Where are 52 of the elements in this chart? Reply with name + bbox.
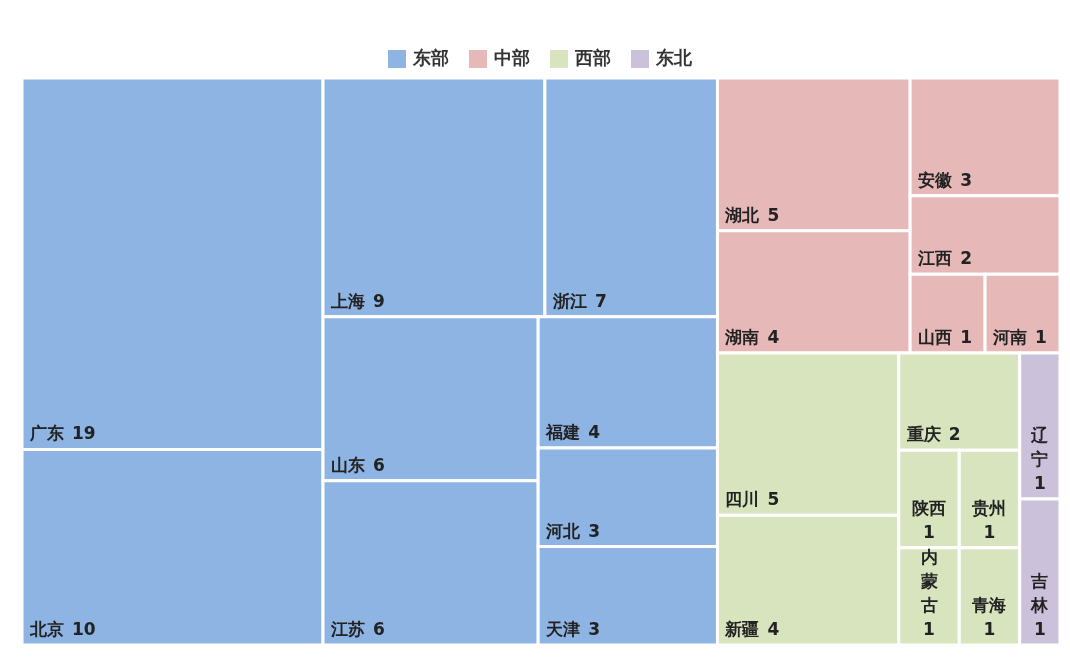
category-label: 青海 bbox=[971, 595, 1007, 615]
category-label: 重庆 bbox=[905, 424, 941, 445]
data-label: 5 bbox=[767, 204, 780, 225]
category-label: 湖北 bbox=[724, 204, 761, 225]
data-label: 5 bbox=[767, 489, 780, 510]
legend-label: 西部 bbox=[574, 46, 611, 68]
data-label: 2 bbox=[948, 424, 961, 445]
category-label: 天津 bbox=[545, 619, 581, 639]
data-label: 1 bbox=[923, 521, 935, 542]
category-label: 浙江 bbox=[551, 290, 587, 311]
data-label: 7 bbox=[594, 290, 607, 311]
category-label: 吉林 bbox=[1030, 571, 1050, 615]
category-label: 湖南 bbox=[724, 326, 760, 347]
data-label: 6 bbox=[373, 619, 385, 639]
legend-label: 东部 bbox=[412, 46, 449, 68]
data-label: 2 bbox=[960, 248, 972, 269]
category-label: 北京 bbox=[29, 619, 64, 639]
data-label: 1 bbox=[923, 619, 935, 639]
data-label: 3 bbox=[588, 619, 601, 639]
data-label: 1 bbox=[1033, 472, 1046, 493]
category-label: 山东 bbox=[331, 454, 366, 475]
category-label: 辽宁 bbox=[1030, 424, 1050, 469]
legend-label: 中部 bbox=[494, 46, 530, 68]
category-label: 四川 bbox=[725, 489, 760, 510]
data-label: 3 bbox=[960, 169, 972, 190]
category-label: 内蒙古 bbox=[919, 547, 938, 615]
data-label: 1 bbox=[1035, 326, 1047, 347]
category-label: 河北 bbox=[545, 520, 582, 541]
category-label: 上海 bbox=[330, 290, 366, 311]
category-label: 贵州 bbox=[971, 497, 1007, 518]
data-label: 9 bbox=[373, 290, 385, 311]
category-label: 山西 bbox=[918, 326, 953, 347]
data-label: 1 bbox=[960, 326, 972, 347]
category-label: 福建 bbox=[545, 422, 581, 443]
data-label: 4 bbox=[588, 422, 601, 443]
category-label: 河南 bbox=[992, 326, 1028, 347]
data-label: 10 bbox=[72, 619, 96, 639]
data-label: 6 bbox=[373, 454, 385, 475]
data-label: 1 bbox=[983, 521, 996, 542]
category-label: 新疆 bbox=[724, 619, 760, 639]
data-label: 4 bbox=[767, 619, 780, 639]
category-label: 江苏 bbox=[330, 619, 366, 639]
data-label: 1 bbox=[983, 619, 996, 639]
category-label: 广东 bbox=[29, 423, 64, 444]
data-label: 3 bbox=[588, 520, 601, 541]
legend-label: 东北 bbox=[655, 46, 693, 68]
data-label: 1 bbox=[1033, 619, 1046, 639]
category-label: 安徽 bbox=[918, 169, 954, 190]
category-label: 江西 bbox=[917, 248, 953, 269]
data-label: 19 bbox=[72, 423, 96, 444]
category-label: 陕西 bbox=[912, 497, 947, 518]
data-label: 4 bbox=[767, 326, 780, 347]
